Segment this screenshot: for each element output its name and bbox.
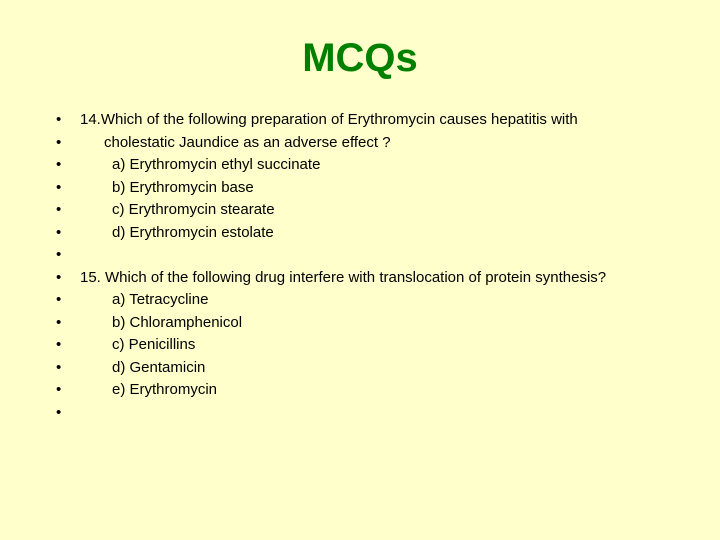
- content-line: •cholestatic Jaundice as an adverse effe…: [50, 132, 680, 155]
- bullet-icon: •: [50, 222, 80, 245]
- line-text: b) Erythromycin base: [80, 177, 680, 200]
- bullet-icon: •: [50, 267, 80, 290]
- content-line: •b) Chloramphenicol: [50, 312, 680, 335]
- bullet-icon: •: [50, 334, 80, 357]
- bullet-icon: •: [50, 199, 80, 222]
- content-line: •a) Tetracycline: [50, 289, 680, 312]
- line-text: c) Erythromycin stearate: [80, 199, 680, 222]
- line-text: c) Penicillins: [80, 334, 680, 357]
- bullet-icon: •: [50, 244, 80, 267]
- content-line: •b) Erythromycin base: [50, 177, 680, 200]
- slide-container: MCQs •14.Which of the following preparat…: [0, 0, 720, 540]
- line-text: b) Chloramphenicol: [80, 312, 680, 335]
- content-line: •d) Gentamicin: [50, 357, 680, 380]
- bullet-icon: •: [50, 402, 80, 425]
- content-line: •14.Which of the following preparation o…: [50, 109, 680, 132]
- content-line: •: [50, 244, 680, 267]
- content-line: •e) Erythromycin: [50, 379, 680, 402]
- line-text: a) Tetracycline: [80, 289, 680, 312]
- bullet-icon: •: [50, 177, 80, 200]
- content-line: •c) Erythromycin stearate: [50, 199, 680, 222]
- content-line: •15. Which of the following drug interfe…: [50, 267, 680, 290]
- content-line: •a) Erythromycin ethyl succinate: [50, 154, 680, 177]
- bullet-icon: •: [50, 132, 80, 155]
- content-line: •c) Penicillins: [50, 334, 680, 357]
- line-text: 15. Which of the following drug interfer…: [80, 267, 680, 290]
- bullet-icon: •: [50, 312, 80, 335]
- line-text: d) Erythromycin estolate: [80, 222, 680, 245]
- bullet-icon: •: [50, 109, 80, 132]
- line-text: a) Erythromycin ethyl succinate: [80, 154, 680, 177]
- content-line: •d) Erythromycin estolate: [50, 222, 680, 245]
- bullet-icon: •: [50, 154, 80, 177]
- line-text: d) Gentamicin: [80, 357, 680, 380]
- line-text: e) Erythromycin: [80, 379, 680, 402]
- bullet-icon: •: [50, 289, 80, 312]
- slide-content: •14.Which of the following preparation o…: [40, 109, 680, 424]
- line-text: 14.Which of the following preparation of…: [80, 109, 680, 132]
- content-line: •: [50, 402, 680, 425]
- line-text: cholestatic Jaundice as an adverse effec…: [80, 132, 680, 155]
- bullet-icon: •: [50, 379, 80, 402]
- slide-title: MCQs: [40, 36, 680, 81]
- bullet-icon: •: [50, 357, 80, 380]
